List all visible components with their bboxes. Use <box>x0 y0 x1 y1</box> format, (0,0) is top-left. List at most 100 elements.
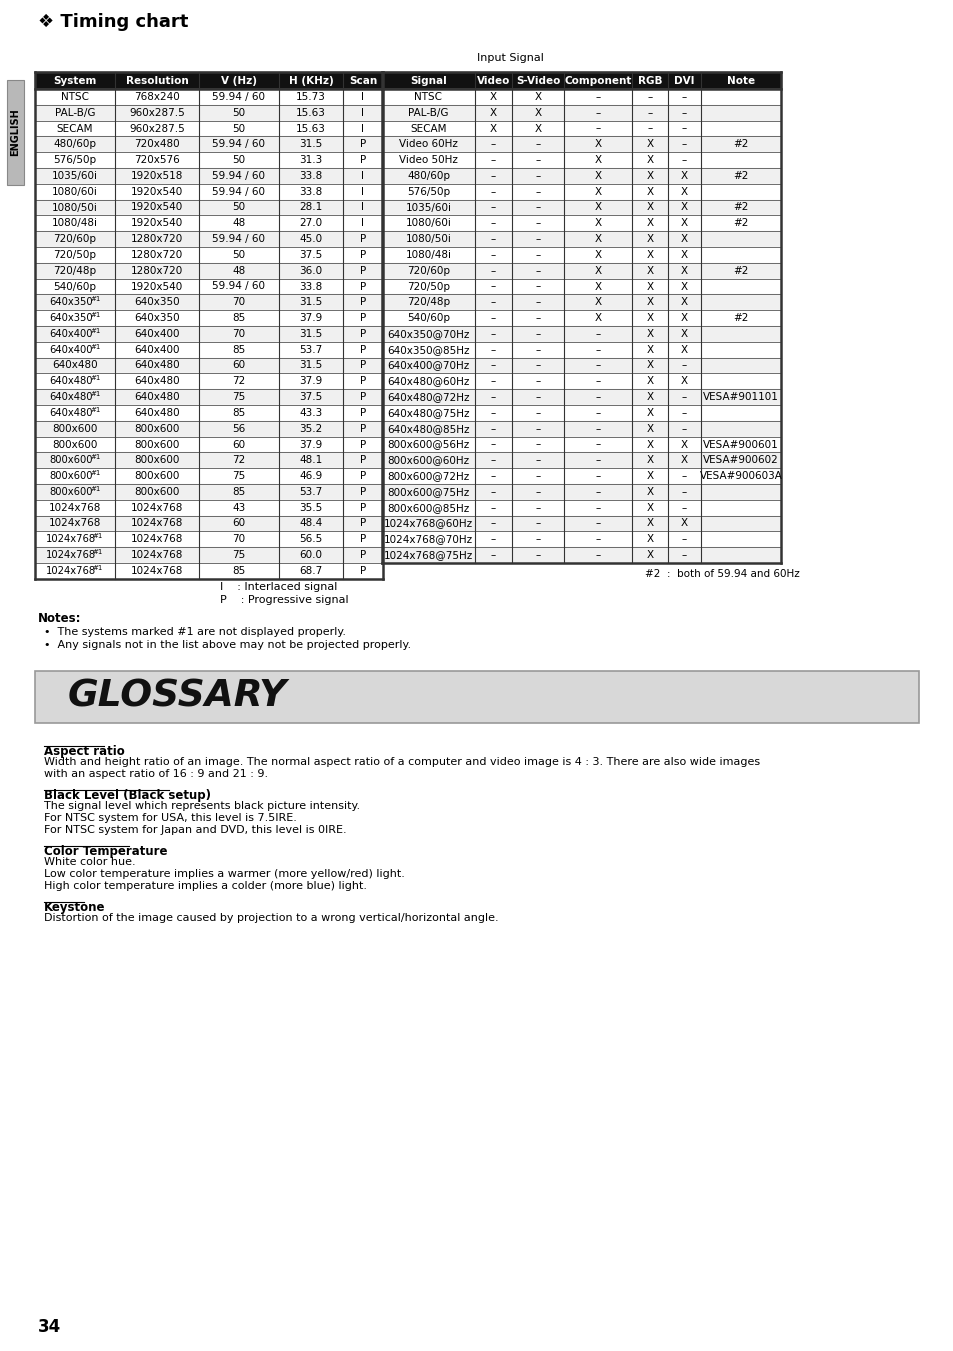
Text: 53.7: 53.7 <box>299 345 322 355</box>
Text: 768x240: 768x240 <box>134 92 180 101</box>
Text: System: System <box>53 76 96 85</box>
Text: X: X <box>646 519 653 528</box>
Text: –: – <box>595 550 600 561</box>
Text: #1: #1 <box>91 454 101 461</box>
Text: I: I <box>361 219 364 228</box>
Text: –: – <box>647 108 652 118</box>
Text: Black Level (Black setup): Black Level (Black setup) <box>44 789 211 801</box>
Text: X: X <box>646 219 653 228</box>
Text: –: – <box>595 424 600 434</box>
Text: Color Temperature: Color Temperature <box>44 844 168 858</box>
Text: 34: 34 <box>38 1319 61 1336</box>
Text: X: X <box>490 123 497 134</box>
Text: –: – <box>681 550 686 561</box>
Text: 1080/48i: 1080/48i <box>405 250 451 259</box>
Text: 33.8: 33.8 <box>299 281 322 292</box>
Text: –: – <box>535 486 540 497</box>
Text: #1: #1 <box>91 312 101 317</box>
Text: Scan: Scan <box>349 76 376 85</box>
Text: 720/48p: 720/48p <box>53 266 96 276</box>
Text: SECAM: SECAM <box>410 123 446 134</box>
Text: X: X <box>490 108 497 118</box>
Text: –: – <box>535 297 540 307</box>
Text: –: – <box>681 92 686 101</box>
Text: –: – <box>491 281 496 292</box>
Text: 800x600: 800x600 <box>134 486 179 497</box>
Text: 53.7: 53.7 <box>299 486 322 497</box>
Text: P: P <box>359 281 366 292</box>
Text: X: X <box>680 186 687 197</box>
Text: –: – <box>595 377 600 386</box>
Text: VESA#901101: VESA#901101 <box>702 392 778 403</box>
Text: The signal level which represents black picture intensity.: The signal level which represents black … <box>44 801 359 811</box>
Text: 15.63: 15.63 <box>295 108 326 118</box>
Text: 48: 48 <box>233 219 245 228</box>
Text: –: – <box>535 424 540 434</box>
Text: #1: #1 <box>91 486 101 492</box>
Text: X: X <box>646 503 653 512</box>
Text: X: X <box>680 281 687 292</box>
Text: –: – <box>595 108 600 118</box>
Text: 800x600@72Hz: 800x600@72Hz <box>387 471 469 481</box>
Text: X: X <box>594 266 601 276</box>
Text: X: X <box>646 186 653 197</box>
Text: –: – <box>535 550 540 561</box>
Text: –: – <box>491 455 496 465</box>
Text: 60: 60 <box>233 519 245 528</box>
Text: White color hue.: White color hue. <box>44 857 135 867</box>
Text: 640x480: 640x480 <box>134 392 179 403</box>
Text: 31.5: 31.5 <box>299 328 322 339</box>
Text: P: P <box>359 328 366 339</box>
Text: #1: #1 <box>92 565 103 571</box>
Text: X: X <box>534 108 541 118</box>
Text: –: – <box>535 534 540 544</box>
Text: 50: 50 <box>233 250 245 259</box>
Text: 800x600@75Hz: 800x600@75Hz <box>387 486 469 497</box>
Text: I    : Interlaced signal: I : Interlaced signal <box>220 582 337 592</box>
Text: VESA#900603A: VESA#900603A <box>699 471 781 481</box>
Text: 640x350: 640x350 <box>134 313 179 323</box>
Text: X: X <box>646 455 653 465</box>
Bar <box>35 671 918 723</box>
Text: X: X <box>646 361 653 370</box>
Text: PAL-B/G: PAL-B/G <box>54 108 95 118</box>
Text: 85: 85 <box>233 408 245 417</box>
Text: 85: 85 <box>233 486 245 497</box>
Text: 480/60p: 480/60p <box>53 139 96 150</box>
Text: #2: #2 <box>733 139 748 150</box>
Text: VESA#900601: VESA#900601 <box>702 439 778 450</box>
Text: –: – <box>491 534 496 544</box>
Text: 75: 75 <box>233 550 245 561</box>
Text: 15.63: 15.63 <box>295 123 326 134</box>
Text: 60: 60 <box>233 361 245 370</box>
Text: 800x600: 800x600 <box>50 471 92 481</box>
Text: 640x480: 640x480 <box>52 361 98 370</box>
Text: –: – <box>535 471 540 481</box>
Text: –: – <box>595 92 600 101</box>
Text: –: – <box>535 219 540 228</box>
Text: 48.4: 48.4 <box>299 519 322 528</box>
Text: –: – <box>491 203 496 212</box>
Text: –: – <box>681 424 686 434</box>
Text: 720/60p: 720/60p <box>407 266 450 276</box>
Text: GLOSSARY: GLOSSARY <box>68 678 287 715</box>
Text: S-Video: S-Video <box>516 76 559 85</box>
Text: 1024x768: 1024x768 <box>49 503 101 512</box>
Text: –: – <box>595 123 600 134</box>
Text: X: X <box>534 92 541 101</box>
Text: 540/60p: 540/60p <box>407 313 450 323</box>
Text: Low color temperature implies a warmer (more yellow/red) light.: Low color temperature implies a warmer (… <box>44 869 404 878</box>
Text: 1280x720: 1280x720 <box>131 234 183 245</box>
Text: X: X <box>680 266 687 276</box>
Text: #1: #1 <box>92 534 103 539</box>
Text: –: – <box>491 361 496 370</box>
Text: •  The systems marked #1 are not displayed properly.: • The systems marked #1 are not displaye… <box>44 627 346 636</box>
Text: P: P <box>359 297 366 307</box>
Text: I: I <box>361 203 364 212</box>
Text: 640x350: 640x350 <box>50 313 92 323</box>
Text: –: – <box>535 377 540 386</box>
Text: 800x600: 800x600 <box>50 486 92 497</box>
Text: –: – <box>491 345 496 355</box>
Text: X: X <box>646 234 653 245</box>
Text: 640x480: 640x480 <box>50 408 92 417</box>
